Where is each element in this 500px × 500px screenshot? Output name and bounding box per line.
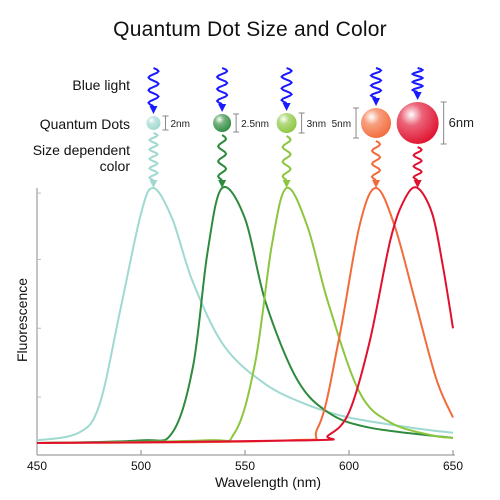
dot-size-label: 3nm <box>307 119 326 130</box>
emission-wave-icon <box>216 134 228 181</box>
arrow-down-icon <box>149 106 158 114</box>
quantum-dot-group-5: 6nm <box>396 67 474 188</box>
emission-wave-icon <box>370 140 382 181</box>
quantum-dot-sphere <box>213 114 232 132</box>
arrow-down-icon <box>372 98 381 106</box>
size-bracket <box>162 115 169 131</box>
blue-light-wave-icon <box>280 67 294 104</box>
quantum-dot-sphere <box>396 102 439 144</box>
fluorescence-curve-2 <box>36 185 454 444</box>
quantum-dot-sphere <box>361 108 392 138</box>
x-axis-label: Wavelength (nm) <box>214 474 322 490</box>
x-tick-label: 650 <box>442 459 464 473</box>
dot-size-label: 5nm <box>332 119 351 130</box>
blue-light-wave-icon <box>215 67 229 105</box>
dot-size-label: 2nm <box>170 119 189 130</box>
fluorescence-curve-1 <box>36 186 454 442</box>
size-bracket <box>440 101 447 145</box>
quantum-dots-label: Quantum Dots <box>39 116 130 132</box>
quantum-dot-sphere <box>146 116 161 130</box>
arrow-down-icon <box>372 180 381 188</box>
size-bracket <box>233 113 240 133</box>
dot-size-label: 2.5nm <box>241 119 269 130</box>
x-tick-label: 600 <box>338 459 360 473</box>
quantum-dot-group-1: 2nm <box>146 67 190 188</box>
quantum-dot-group-2: 2.5nm <box>213 67 269 188</box>
quantum-dot-group-4: 5nm <box>332 67 392 188</box>
dot-size-label: 6nm <box>449 115 474 130</box>
size-dependent-label: Size dependent <box>32 142 130 158</box>
x-tick-label: 500 <box>130 459 152 473</box>
arrow-down-icon <box>149 180 158 188</box>
chart-axes <box>36 188 455 456</box>
size-bracket <box>298 112 305 134</box>
x-tick-label: 550 <box>234 459 256 473</box>
blue-light-wave-icon <box>147 67 160 107</box>
quantum-dot-sphere <box>276 113 297 133</box>
blue-light-label: Blue light <box>72 77 130 93</box>
emission-wave-icon <box>281 135 292 181</box>
emission-wave-icon <box>412 146 423 181</box>
quantum-dots-row: 2nm 2.5nm 3nm 5nm 6nm <box>146 67 474 188</box>
blue-light-wave-icon <box>410 67 425 93</box>
arrow-down-icon <box>282 180 291 188</box>
arrow-down-icon <box>218 180 227 188</box>
fluorescence-curves <box>36 185 454 444</box>
y-axis-label: Fluorescence <box>14 277 30 362</box>
figure-title: Quantum Dot Size and Color <box>113 18 387 41</box>
arrow-down-icon <box>413 180 422 188</box>
blue-light-wave-icon <box>369 67 383 99</box>
arrow-down-icon <box>413 92 422 100</box>
color-label: color <box>99 158 130 174</box>
arrow-down-icon <box>282 103 291 111</box>
arrow-down-icon <box>218 104 227 112</box>
fluorescence-curve-5 <box>36 186 454 444</box>
emission-wave-icon <box>148 132 159 181</box>
quantum-dot-group-3: 3nm <box>276 67 326 188</box>
x-tick-label: 450 <box>26 459 48 473</box>
size-bracket <box>353 107 360 139</box>
